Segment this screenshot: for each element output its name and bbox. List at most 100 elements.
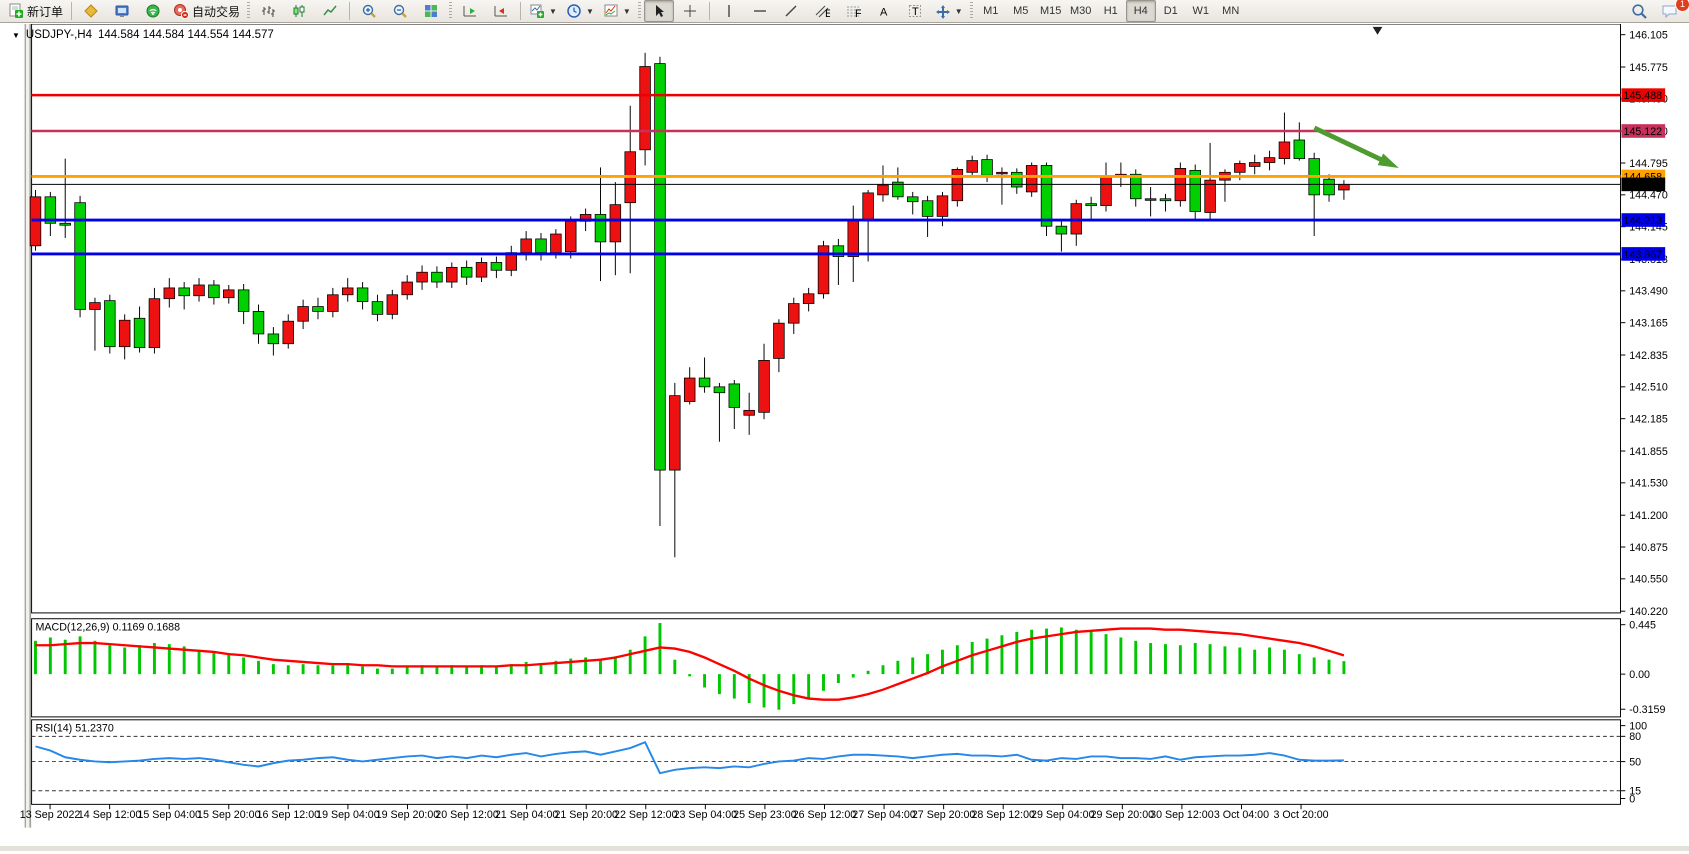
- zoom-out-button[interactable]: [385, 0, 415, 22]
- timeframe-bar: M1 M5 M15 M30 H1 H4 D1 W1 MN: [976, 0, 1246, 22]
- timeframe-label: M5: [1013, 5, 1029, 17]
- price-tick: 142.510: [1629, 382, 1668, 394]
- timeframe-label: M30: [1070, 5, 1092, 17]
- auto-trading-icon: [174, 4, 190, 19]
- timeframe-button-MN[interactable]: MN: [1216, 0, 1246, 22]
- candle-body: [327, 294, 339, 312]
- cursor-tool-button[interactable]: [643, 0, 674, 22]
- date-tick: 30 Sep 12:00: [1150, 809, 1214, 821]
- candle-body: [431, 271, 443, 283]
- candle-body: [1025, 165, 1038, 193]
- bar-chart-button[interactable]: [253, 0, 283, 22]
- rsi-tick: 15: [1629, 786, 1641, 798]
- new-chart-button[interactable]: ▼: [525, 0, 561, 22]
- crosshair-tool-button[interactable]: [675, 0, 705, 22]
- new-order-label: 新订单: [27, 4, 64, 19]
- price-level-label: [1621, 247, 1666, 261]
- candle-body: [193, 284, 205, 297]
- date-tick: 19 Sep 20:00: [376, 809, 440, 821]
- chart-window[interactable]: 146.105145.775145.450145.120144.795144.4…: [0, 23, 1689, 851]
- period-button[interactable]: ▼: [562, 0, 598, 22]
- price-tick: 140.550: [1629, 574, 1668, 586]
- rsi-tick: 100: [1629, 721, 1647, 733]
- rsi-tick: 80: [1629, 731, 1641, 743]
- candle-body: [178, 287, 190, 297]
- candle-body: [118, 319, 131, 348]
- macd-label: MACD(12,26,9) 0.1169 0.1688: [35, 621, 180, 633]
- toolbar-separator: [71, 2, 73, 20]
- new-order-button[interactable]: 新订单: [4, 0, 67, 22]
- indicators-icon: [604, 4, 618, 17]
- candle-body: [371, 301, 384, 315]
- chart-shift-button[interactable]: [486, 0, 516, 22]
- search-button[interactable]: [1624, 0, 1654, 22]
- date-tick: 21 Sep 04:00: [495, 809, 559, 821]
- price-tick: 140.220: [1629, 606, 1668, 618]
- search-icon: [1631, 3, 1647, 19]
- line-chart-button[interactable]: [315, 0, 345, 22]
- timeframe-button-H1[interactable]: H1: [1096, 0, 1126, 22]
- gold-diamond-icon: [84, 4, 98, 18]
- zoom-in-button[interactable]: [354, 0, 384, 22]
- candle-body: [817, 245, 830, 295]
- notification-badge: 1: [1675, 0, 1689, 12]
- svg-text:145.488: 145.488: [1624, 90, 1663, 102]
- price-tick: 142.185: [1629, 414, 1668, 426]
- terminal-button[interactable]: [107, 0, 137, 22]
- candle-body: [1204, 179, 1216, 213]
- signals-button[interactable]: [138, 0, 168, 22]
- chat-button[interactable]: 1: [1655, 0, 1689, 22]
- market-watch-button[interactable]: [76, 0, 106, 22]
- cursor-icon: [655, 5, 664, 17]
- indicators-button[interactable]: ▼: [599, 0, 635, 22]
- auto-trading-button[interactable]: 自动交易: [169, 0, 244, 22]
- candle-body: [1144, 198, 1157, 201]
- chart-shift-icon: [494, 6, 508, 17]
- price-tick: 141.855: [1629, 446, 1668, 458]
- candle-body: [297, 306, 309, 322]
- candlestick-chart-button[interactable]: [284, 0, 314, 22]
- auto-scroll-button[interactable]: [455, 0, 485, 22]
- channel-tool-button[interactable]: E: [807, 0, 837, 22]
- text-label-tool-button[interactable]: T: [900, 0, 930, 22]
- trendline-icon: [785, 5, 797, 17]
- symbol-dropdown-icon[interactable]: ▼: [12, 30, 20, 40]
- svg-text:T: T: [912, 6, 919, 18]
- vertical-line-tool-button[interactable]: [714, 0, 744, 22]
- fibonacci-tool-button[interactable]: F: [838, 0, 868, 22]
- macd-signal-line: [35, 627, 1345, 701]
- timeframe-button-H4[interactable]: H4: [1125, 0, 1156, 22]
- timeframe-button-M30[interactable]: M30: [1066, 0, 1096, 22]
- candle-body: [237, 289, 250, 312]
- candle-body: [386, 294, 399, 315]
- candle-body: [683, 377, 696, 402]
- candle-body: [208, 284, 220, 299]
- horizontal-line-tool-button[interactable]: [745, 0, 775, 22]
- rsi-tick: 50: [1629, 756, 1641, 768]
- price-level-label: [1621, 177, 1666, 192]
- new-chart-icon: [530, 4, 545, 18]
- arrows-tool-button[interactable]: ▼: [931, 0, 967, 22]
- candle-body: [951, 168, 964, 202]
- candle-body: [862, 192, 874, 221]
- timeframe-button-D1[interactable]: D1: [1156, 0, 1186, 22]
- timeframe-button-M15[interactable]: M15: [1036, 0, 1066, 22]
- candle-body: [1338, 183, 1350, 191]
- date-tick: 28 Sep 12:00: [971, 809, 1035, 821]
- candle-body: [1189, 169, 1201, 212]
- candle-body: [148, 298, 161, 349]
- candle-body: [892, 181, 904, 198]
- timeframe-button-W1[interactable]: W1: [1186, 0, 1216, 22]
- candle-body: [1100, 176, 1112, 207]
- candle-body: [1323, 178, 1335, 196]
- price-chart[interactable]: 146.105145.775145.450145.120144.795144.4…: [0, 23, 1689, 851]
- timeframe-button-M5[interactable]: M5: [1006, 0, 1036, 22]
- timeframe-button-M1[interactable]: M1: [976, 0, 1006, 22]
- text-tool-button[interactable]: A: [869, 0, 899, 22]
- candle-body: [996, 171, 1008, 175]
- trendline-tool-button[interactable]: [776, 0, 806, 22]
- tile-windows-button[interactable]: [416, 0, 446, 22]
- svg-text:144.213: 144.213: [1624, 215, 1663, 227]
- date-tick: 15 Sep 20:00: [197, 809, 261, 821]
- date-tick: 27 Sep 04:00: [852, 809, 916, 821]
